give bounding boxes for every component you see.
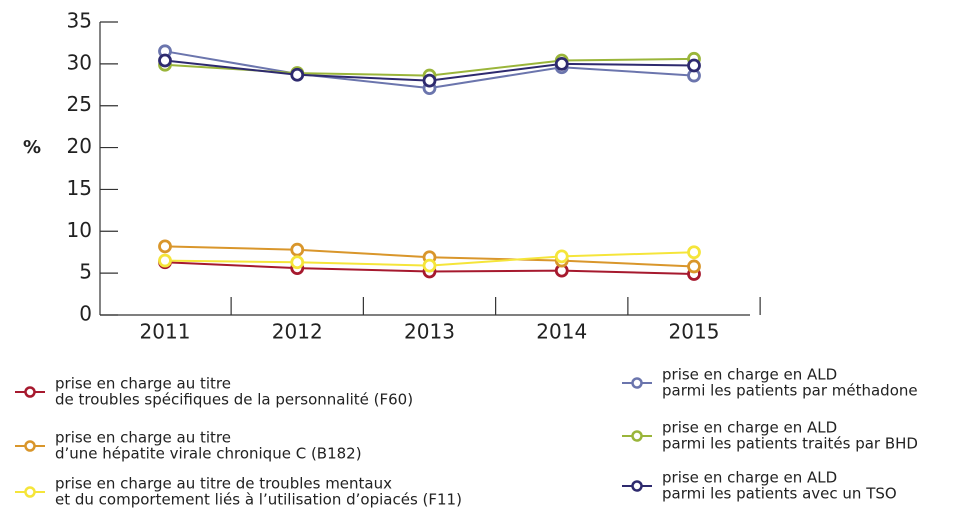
legend-label: prise en charge au titre <box>55 429 231 447</box>
legend-label: prise en charge au titre de troubles men… <box>55 475 392 493</box>
legend-label: parmi les patients par méthadone <box>662 382 918 400</box>
y-tick-label: 0 <box>79 302 92 326</box>
y-tick-label: 15 <box>67 176 92 200</box>
legend-label: d’une hépatite virale chronique C (B182) <box>55 445 362 463</box>
legend-marker <box>24 440 36 452</box>
y-tick-label: 20 <box>67 134 92 158</box>
point <box>422 73 437 88</box>
y-tick-label: 35 <box>67 9 92 33</box>
legend-label: prise en charge au titre <box>55 375 231 393</box>
legend-label: parmi les patients avec un TSO <box>662 485 897 503</box>
x-tick-label: 2011 <box>140 320 191 344</box>
x-tick-label: 2012 <box>272 320 323 344</box>
point <box>554 56 569 71</box>
y-tick-label: 5 <box>79 260 92 284</box>
point <box>687 58 701 73</box>
y-tick-label: 25 <box>67 92 92 116</box>
point <box>687 245 701 260</box>
y-tick-label: 10 <box>67 218 92 242</box>
x-tick-label: 2013 <box>404 320 455 344</box>
point <box>687 259 701 274</box>
point <box>158 253 172 268</box>
legend-label: prise en charge en ALD <box>662 419 837 437</box>
legend-label: de troubles spécifiques de la personnali… <box>55 391 413 409</box>
legend-label: et du comportement liés à l’utilisation … <box>55 491 462 509</box>
y-tick-label: 30 <box>67 50 92 74</box>
point <box>158 239 172 254</box>
point <box>290 255 305 270</box>
legend-marker <box>631 480 643 492</box>
x-tick-label: 2015 <box>669 320 720 344</box>
point <box>158 53 172 68</box>
legend-marker <box>24 486 36 498</box>
point <box>554 249 569 264</box>
point <box>422 258 437 273</box>
legend-label: parmi les patients traités par BHD <box>662 435 918 453</box>
legend-marker <box>24 386 36 398</box>
point <box>290 242 305 257</box>
legend-label: prise en charge en ALD <box>662 469 837 487</box>
y-axis-label: % <box>23 137 41 158</box>
legend-label: prise en charge en ALD <box>662 366 837 384</box>
legend-marker <box>631 377 643 389</box>
legend-marker <box>631 430 643 442</box>
x-tick-label: 2014 <box>536 320 587 344</box>
point <box>290 67 305 82</box>
